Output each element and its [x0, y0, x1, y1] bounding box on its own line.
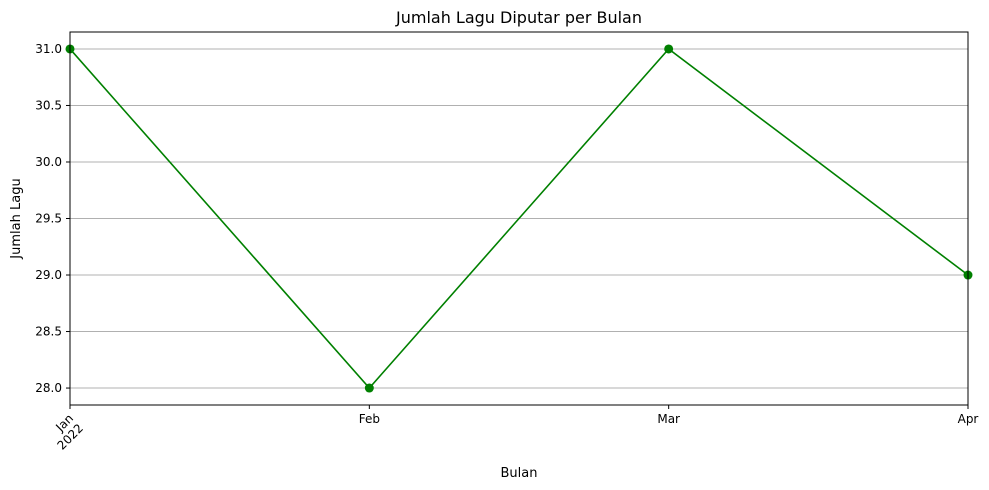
plot-frame [69, 31, 969, 406]
y-tick-label: 29.0 [35, 268, 62, 282]
y-tick-label: 30.5 [35, 98, 62, 112]
y-axis-label: Jumlah Lagu [9, 178, 24, 259]
x-tick-label: Apr [958, 412, 979, 426]
y-tick-label: 28.5 [35, 325, 62, 339]
y-tick-label: 28.0 [35, 381, 62, 395]
data-point [664, 44, 674, 54]
x-tick-label: Mar [657, 412, 680, 426]
y-tick-label: 29.5 [35, 212, 62, 226]
x-tick-label: Feb [359, 412, 380, 426]
y-tick-label: 30.0 [35, 155, 62, 169]
y-tick-label: 31.0 [35, 42, 62, 56]
series-line [69, 47, 969, 390]
series-layer [65, 44, 973, 393]
data-point [364, 383, 374, 393]
x-axis-label: Bulan [501, 466, 538, 481]
y-axis-ticks: 28.0 28.5 29.0 29.5 30.0 30.5 31.0 [35, 42, 70, 395]
chart-title: Jumlah Lagu Diputar per Bulan [395, 8, 642, 27]
